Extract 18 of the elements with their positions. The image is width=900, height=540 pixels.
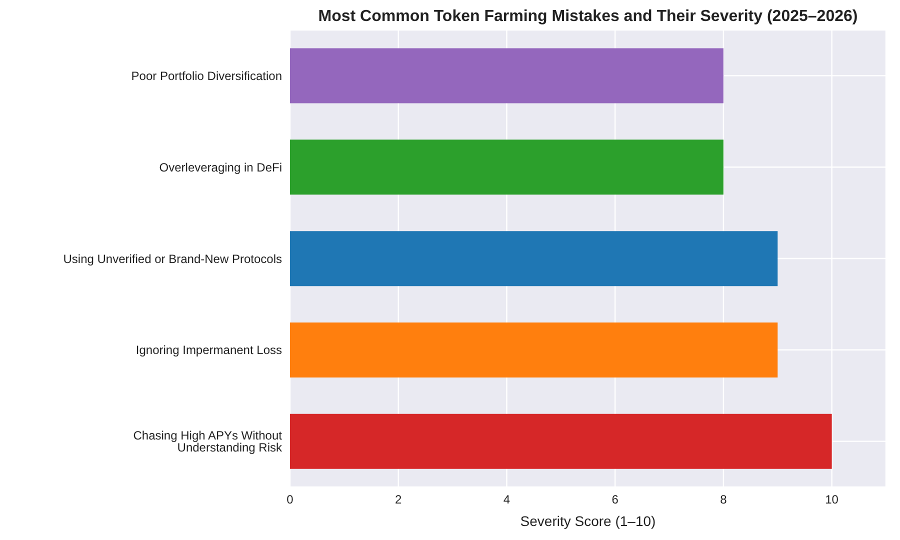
y-tick-label: Overleveraging in DeFi — [159, 160, 282, 174]
x-tick-label: 0 — [286, 492, 294, 507]
bar — [290, 414, 832, 469]
bar — [290, 140, 724, 195]
x-axis-title: Severity Score (1–10) — [520, 513, 656, 529]
x-tick-label: 6 — [612, 492, 619, 507]
y-tick-label: Using Unverified or Brand-New Protocols — [63, 252, 282, 266]
x-tick-label: 10 — [825, 492, 839, 507]
bar — [290, 48, 724, 104]
x-tick-label: 2 — [395, 492, 402, 507]
bar — [290, 322, 778, 378]
y-tick-label: Poor Portfolio Diversification — [131, 68, 282, 83]
chart-title: Most Common Token Farming Mistakes and Their Severity (2025–2026) — [317, 8, 859, 26]
x-tick-label: 8 — [720, 492, 728, 507]
x-tick-label: 4 — [503, 492, 510, 507]
y-tick-label: Ignoring Impermanent Loss — [136, 343, 282, 358]
bar — [290, 231, 778, 286]
y-tick-label: Chasing High APYs Without Understanding Risk — [133, 428, 283, 455]
